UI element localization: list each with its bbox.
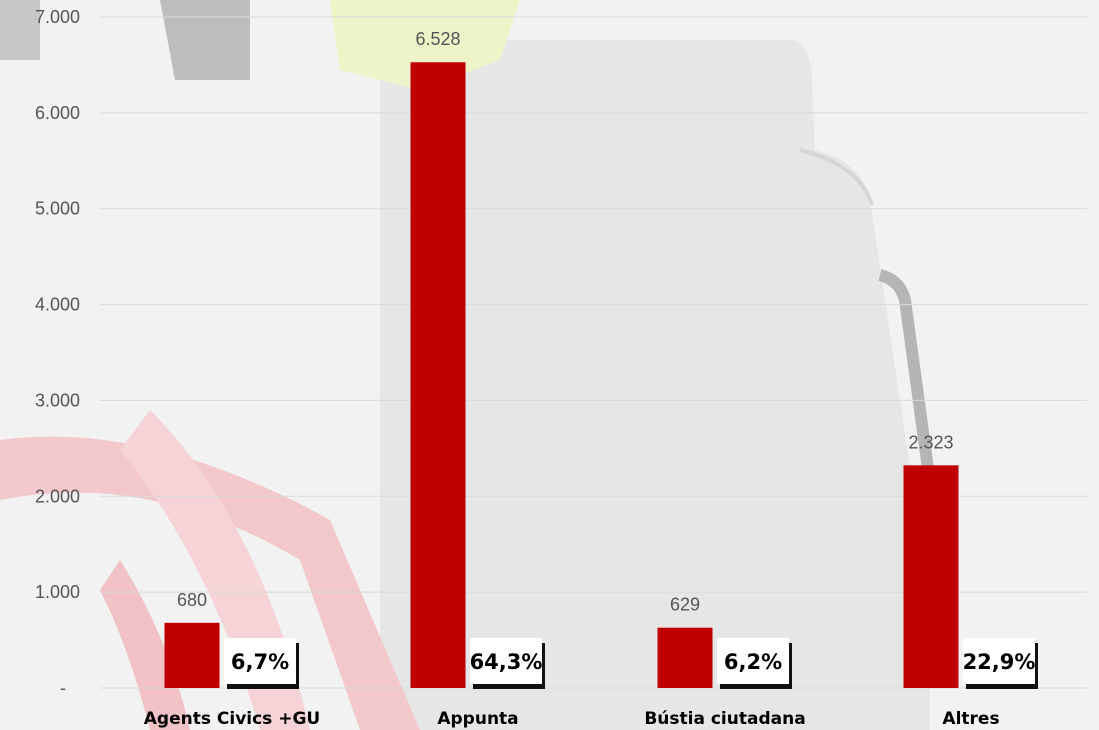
bar [903,465,959,688]
category-label: Bústia ciutadana [644,709,805,729]
category-label: Appunta [437,709,518,729]
y-tick-label: 5.000 [35,199,80,219]
percent-label: 6,7% [231,650,289,674]
y-tick-label: 4.000 [35,295,80,315]
y-tick-label: 6.000 [35,103,80,123]
value-labels: 680 6.528 629 2.323 [177,29,954,614]
bar-value-label: 680 [177,590,207,610]
percent-label: 64,3% [470,650,543,674]
bar-value-label: 6.528 [415,29,460,49]
bar-value-label: 629 [670,595,700,615]
y-tick-label: 2.000 [35,486,80,506]
y-tick-label: 7.000 [35,7,80,27]
category-label: Agents Civics +GU [144,709,320,729]
percent-box [470,638,542,684]
y-tick-label: - [60,678,66,698]
category-label: Altres [942,709,999,729]
bars [164,62,959,689]
y-tick-label: 3.000 [35,390,80,410]
percent-labels: 6,7% 64,3% 6,2% 22,9% [224,638,1038,689]
y-axis-ticks: - 1.000 2.000 3.000 4.000 5.000 6.000 7.000 [35,7,80,698]
percent-box [717,638,789,684]
percent-label: 22,9% [963,650,1036,674]
gridlines [100,16,1087,689]
bar [657,627,713,688]
category-labels: Agents Civics +GU Appunta Bústia ciutadana… [144,709,1000,729]
percent-box [224,638,296,684]
percent-box [963,638,1035,684]
percent-label: 6,2% [724,650,782,674]
bar-value-label: 2.323 [908,432,953,452]
bar [410,62,466,689]
y-tick-label: 1.000 [35,582,80,602]
bar [164,622,220,688]
